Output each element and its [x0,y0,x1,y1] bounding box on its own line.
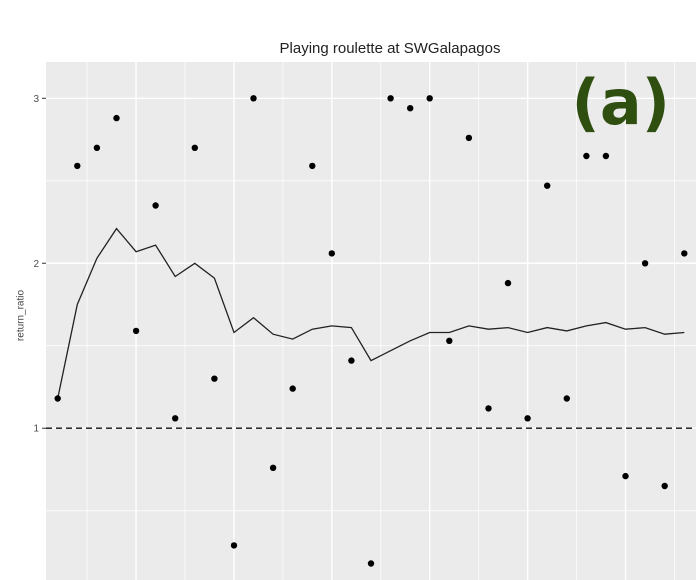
data-point [113,114,120,122]
data-point [426,95,433,102]
y-tick-label: 1 [33,424,39,435]
data-point [289,385,296,392]
data-point [309,162,316,170]
data-point [504,279,512,287]
data-point [465,134,473,142]
data-point [132,327,140,335]
data-point [387,95,394,102]
data-point [211,375,218,382]
data-point [328,250,335,257]
data-point [172,415,179,422]
data-point [622,472,629,480]
minor-grid [46,62,696,580]
y-tick-label: 3 [33,94,39,105]
data-point [54,395,61,402]
data-point [348,357,355,364]
data-point [641,260,649,267]
data-point [230,542,238,549]
y-tick-group: 1 2 3 [33,94,46,435]
data-point [446,337,453,344]
panel-label: (a) [571,66,670,139]
data-point [681,250,688,257]
data-point [269,464,277,471]
data-point [93,144,101,151]
running-mean-line [57,227,685,399]
y-tick-label: 2 [33,259,39,270]
plot-panel [46,62,696,580]
data-point [152,202,159,209]
data-point [191,144,198,151]
data-point [524,415,531,422]
data-point [367,560,375,567]
data-points [54,95,688,567]
major-grid [46,62,696,580]
chart-title: Playing roulette at SWGalapagos [279,40,501,57]
data-point [250,95,257,102]
data-point [563,395,570,402]
data-point [661,482,668,490]
data-point [583,152,590,160]
data-point [74,162,81,170]
data-point [485,405,492,412]
data-point [602,152,610,160]
data-point [544,182,551,189]
data-point [407,105,414,112]
